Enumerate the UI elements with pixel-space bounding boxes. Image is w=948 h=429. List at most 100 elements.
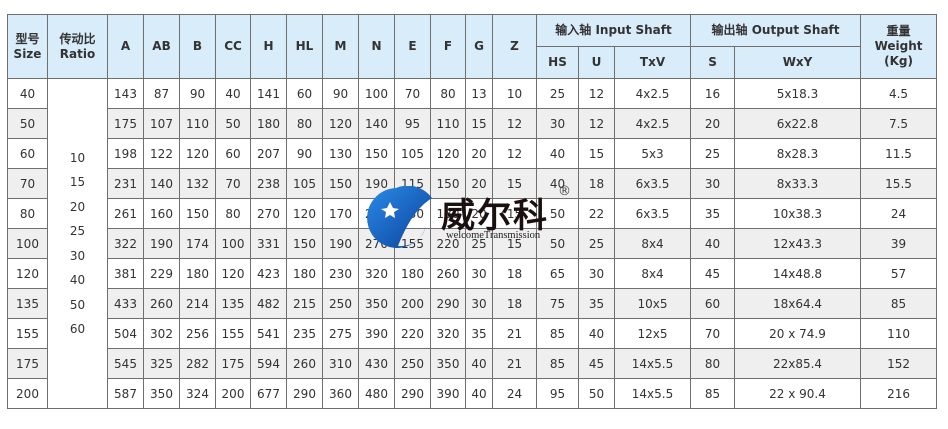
ratio-value: 25 xyxy=(69,224,86,238)
table-row: 135 433 260 214 135 482 215 250 350 200 290 30 18 75 3… xyxy=(7,288,938,319)
cell: 14x48.8 xyxy=(734,258,862,289)
cell: 320 xyxy=(358,258,395,289)
cell: 122 xyxy=(143,138,180,169)
cell: 200 xyxy=(215,378,251,409)
ratio-value: 15 xyxy=(69,175,86,189)
cell: 200 xyxy=(7,378,48,409)
header-text: N xyxy=(371,39,382,53)
cell: 6x3.5 xyxy=(613,168,692,199)
cell: 331 xyxy=(250,228,287,259)
ratio-cell: 10 15 20 25 30 40 50 60 xyxy=(47,78,108,409)
cell: 261 xyxy=(107,198,144,229)
cell: 12 xyxy=(578,78,615,109)
cell: 12x43.3 xyxy=(734,228,862,259)
header-s: S xyxy=(690,46,736,79)
cell: 107 xyxy=(143,108,180,139)
cell: 423 xyxy=(250,258,287,289)
cell: 40 xyxy=(536,138,579,169)
cell: 4x2.5 xyxy=(613,108,692,139)
cell: 282 xyxy=(179,348,216,379)
cell: 22x85.4 xyxy=(734,348,862,379)
cell: 50 xyxy=(578,378,615,409)
cell: 14x5.5 xyxy=(613,378,692,409)
table-row: 100 322 190 174 100 331 150 190 270 155 220 25 15 50 2… xyxy=(7,228,938,259)
cell: 504 xyxy=(107,318,144,349)
cell: 587 xyxy=(107,378,144,409)
cell: 40 xyxy=(536,168,579,199)
cell: 50 xyxy=(215,108,251,139)
cell: 50 xyxy=(536,228,579,259)
header-text: Z xyxy=(510,39,519,53)
cell: 350 xyxy=(430,348,466,379)
header-wxy: WxY xyxy=(734,46,862,79)
cell: 200 xyxy=(394,288,431,319)
cell: 677 xyxy=(250,378,287,409)
cell: 155 xyxy=(7,318,48,349)
gearbox-spec-table: 型号 Size 传动比 Ratio A AB B CC H HL M N E F G Z 输入轴 Input S… xyxy=(7,14,938,409)
cell: 150 xyxy=(179,198,216,229)
table-row: 200 587 350 324 200 677 290 360 480 290 390 40 24 95 5… xyxy=(7,378,938,409)
cell: 290 xyxy=(394,378,431,409)
cell: 12x5 xyxy=(613,318,692,349)
header-cc: CC xyxy=(215,14,251,79)
ratio-value: 60 xyxy=(69,322,86,336)
cell: 120 xyxy=(7,258,48,289)
cell: 75 xyxy=(536,288,579,319)
cell: 175 xyxy=(107,108,144,139)
cell: 20 x 74.9 xyxy=(734,318,862,349)
cell: 20 xyxy=(465,198,493,229)
ratio-value: 20 xyxy=(69,199,86,214)
cell: 140 xyxy=(143,168,180,199)
cell: 207 xyxy=(250,138,287,169)
cell: 260 xyxy=(143,288,180,319)
cell: 270 xyxy=(250,198,287,229)
cell: 8x33.3 xyxy=(734,168,862,199)
header-text: Size xyxy=(13,46,42,61)
cell: 325 xyxy=(143,348,180,379)
cell: 180 xyxy=(430,198,466,229)
header-a: A xyxy=(107,14,144,79)
cell: 275 xyxy=(322,318,359,349)
cell: 216 xyxy=(860,378,938,409)
cell: 40 xyxy=(7,78,48,109)
cell: 6x3.5 xyxy=(613,198,692,229)
header-b: B xyxy=(179,14,216,79)
cell: 8x4 xyxy=(613,228,692,259)
header-input-shaft: 输入轴 Input Shaft xyxy=(535,14,692,47)
cell: 180 xyxy=(394,258,431,289)
cell: 39 xyxy=(860,228,938,259)
cell: 35 xyxy=(690,198,736,229)
cell: 230 xyxy=(358,198,395,229)
cell: 15.5 xyxy=(860,168,938,199)
cell: 4x2.5 xyxy=(613,78,692,109)
cell: 105 xyxy=(394,138,431,169)
cell: 25 xyxy=(578,228,615,259)
cell: 10x5 xyxy=(613,288,692,319)
cell: 430 xyxy=(358,348,395,379)
header-text: A xyxy=(120,39,131,53)
cell: 120 xyxy=(215,258,251,289)
cell: 60 xyxy=(215,138,251,169)
cell: 110 xyxy=(860,318,938,349)
cell: 21 xyxy=(492,348,537,379)
cell: 25 xyxy=(690,138,736,169)
cell: 21 xyxy=(492,318,537,349)
cell: 198 xyxy=(107,138,144,169)
cell: 12 xyxy=(492,138,537,169)
header-text: CC xyxy=(224,39,242,53)
cell: 70 xyxy=(394,78,431,109)
table-row: 120 381 229 180 120 423 180 230 320 180 260 30 18 65 3… xyxy=(7,258,938,289)
cell: 324 xyxy=(179,378,216,409)
table-row: 70 231 140 132 70 238 105 150 190 115 150 20 15 40 18 6… xyxy=(7,168,938,199)
cell: 80 xyxy=(286,108,323,139)
cell: 70 xyxy=(215,168,251,199)
cell: 20 xyxy=(465,168,493,199)
cell: 260 xyxy=(430,258,466,289)
cell: 160 xyxy=(143,198,180,229)
cell: 350 xyxy=(143,378,180,409)
header-text: H xyxy=(263,39,274,53)
cell: 155 xyxy=(394,228,431,259)
cell: 100 xyxy=(215,228,251,259)
header-text: 重量 xyxy=(886,24,911,38)
header-txv: TxV xyxy=(613,46,692,79)
